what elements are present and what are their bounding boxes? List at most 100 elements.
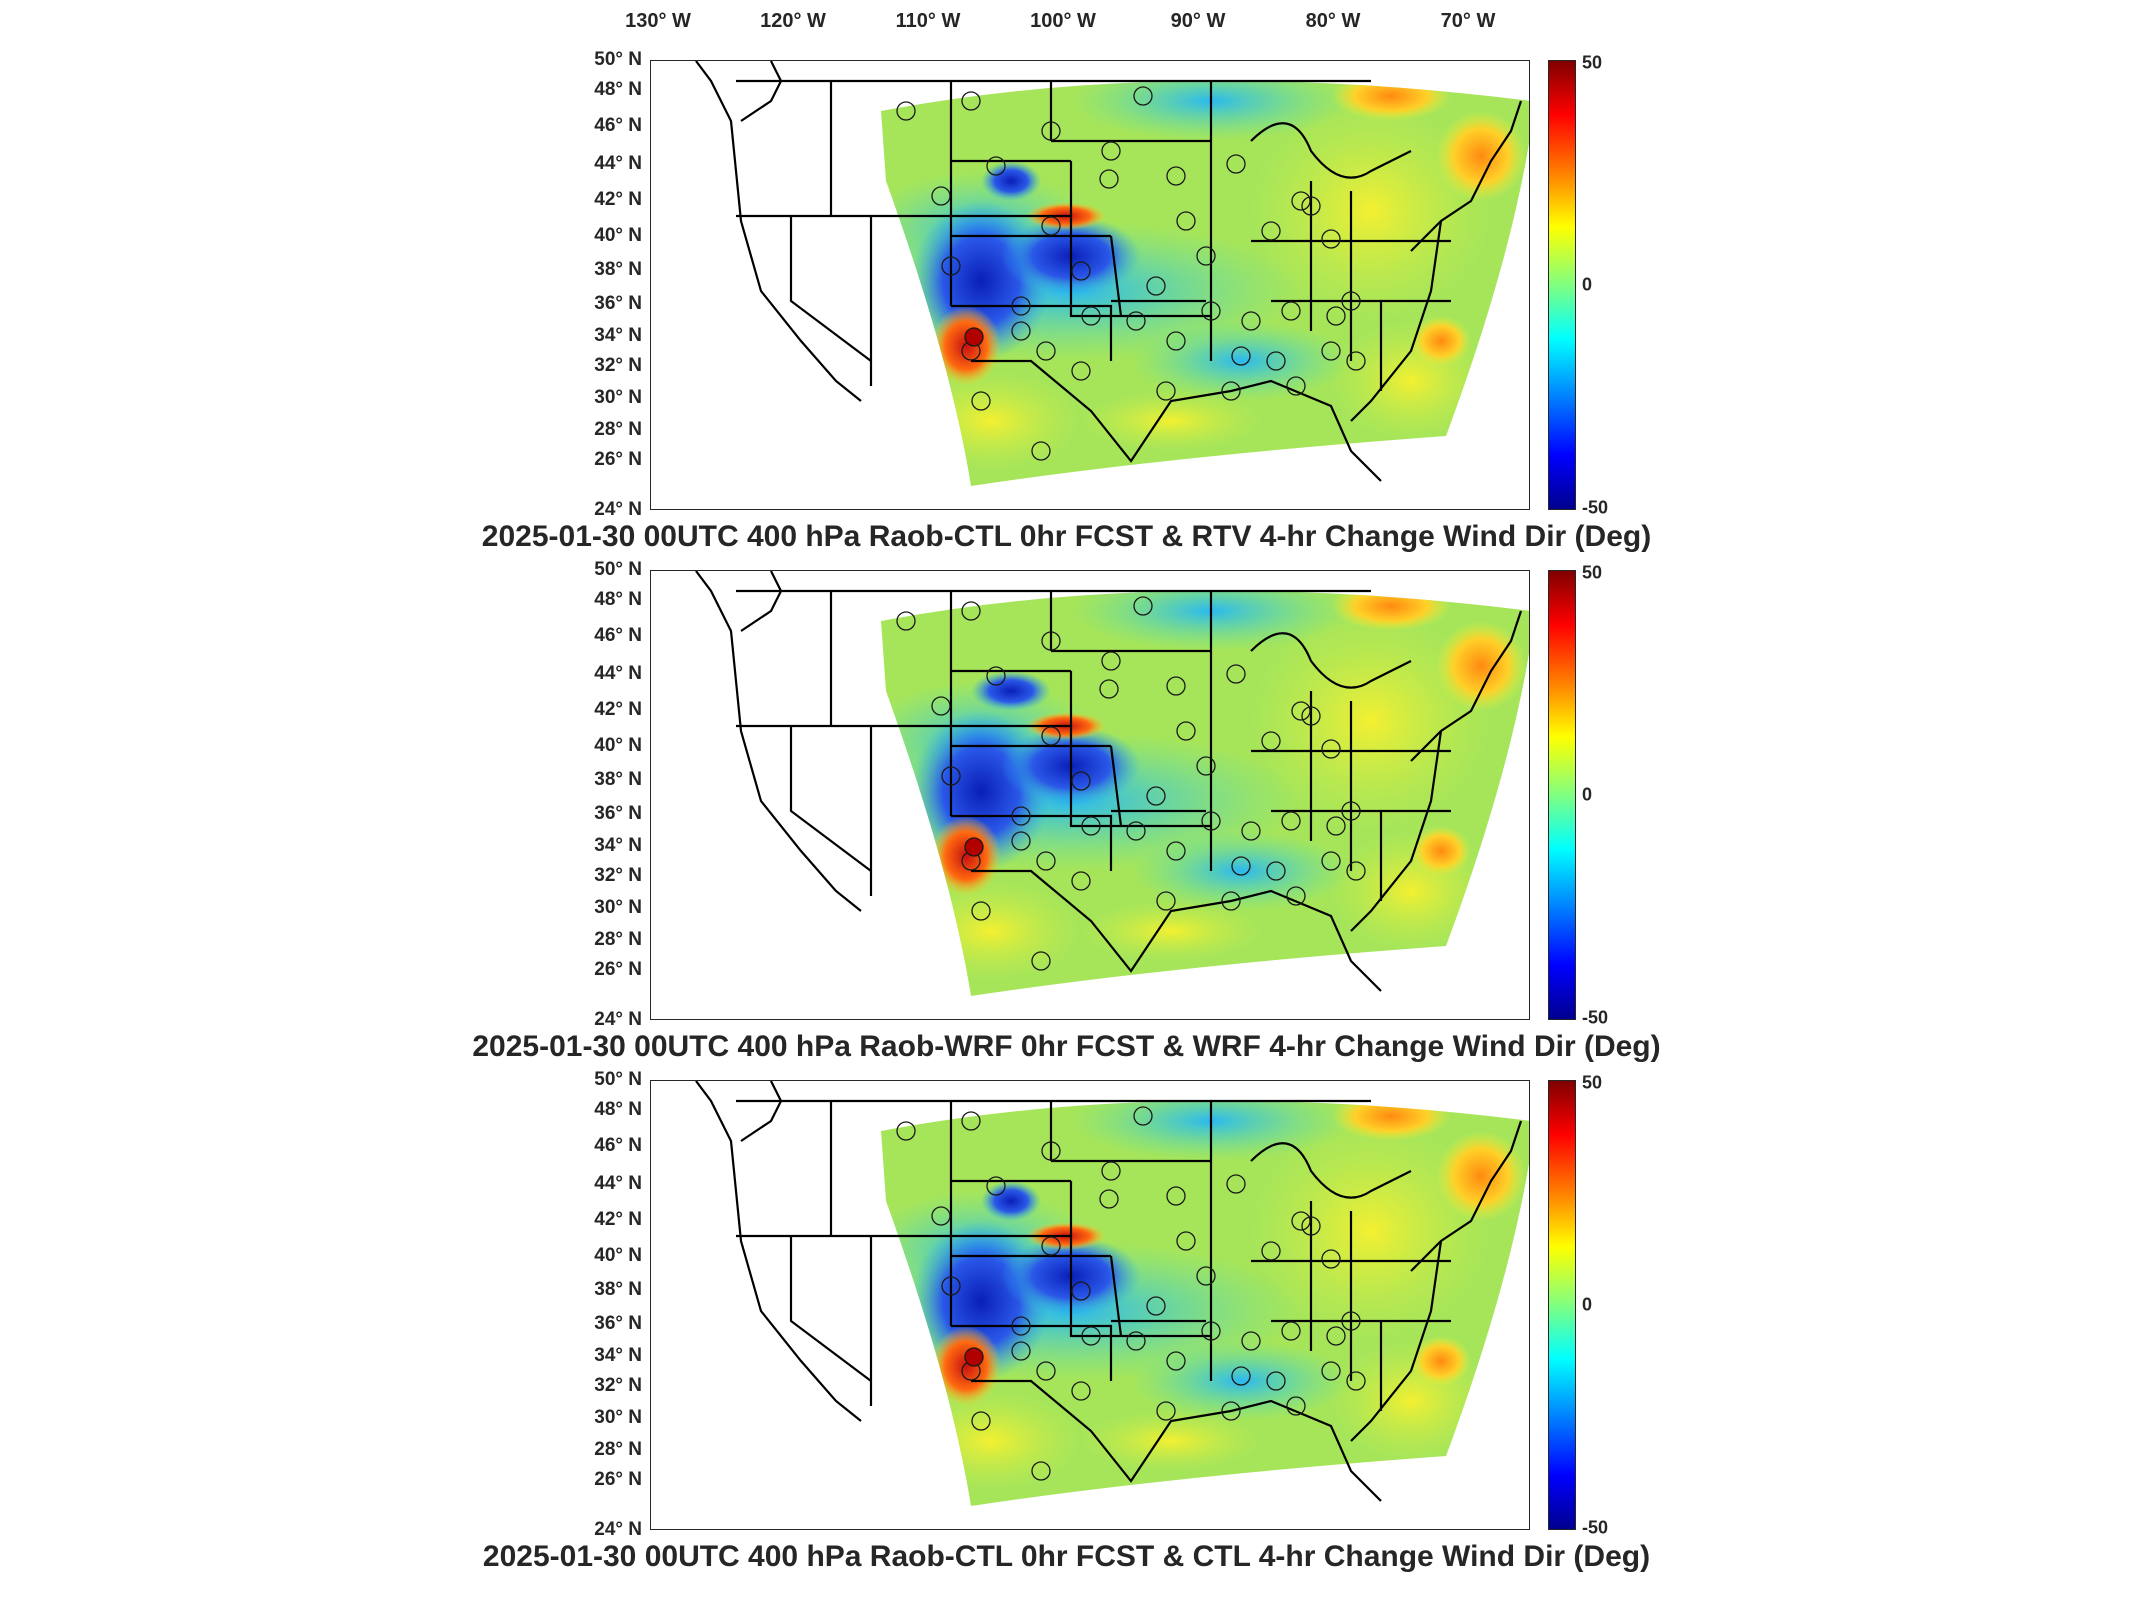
colorbar-mid-label: 0 [1582, 274, 1593, 295]
colorbar-max-label: 50 [1582, 52, 1603, 73]
colorbar-min-label: -50 [1582, 1007, 1609, 1028]
station-marker [1081, 1326, 1101, 1346]
lat-label: 48° N [594, 79, 642, 100]
station-marker [1201, 1321, 1221, 1341]
lat-label: 32° N [594, 865, 642, 886]
lat-label: 50° N [594, 1069, 642, 1090]
station-marker [941, 256, 961, 276]
station-marker [1041, 121, 1061, 141]
station-marker [1011, 1316, 1031, 1336]
station-marker [1126, 1331, 1146, 1351]
lat-label: 38° N [594, 1279, 642, 1300]
station-marker [1291, 1211, 1311, 1231]
lat-label: 42° N [594, 1209, 642, 1230]
station-marker [971, 391, 991, 411]
lat-label: 42° N [594, 699, 642, 720]
station-marker [1166, 166, 1186, 186]
latitude-axis: 50° N 48° N 46° N 44° N 42° N 40° N 38° N 36° N… [560, 559, 646, 1030]
station-marker [986, 1176, 1006, 1196]
station-marker [1196, 1266, 1216, 1286]
lat-label: 46° N [594, 1135, 642, 1156]
station-marker [1301, 196, 1321, 216]
station-marker [1221, 381, 1241, 401]
station-marker [1071, 261, 1091, 281]
wind-direction-field [881, 80, 1529, 486]
station-marker [931, 186, 951, 206]
station-marker [1326, 816, 1346, 836]
lat-label: 24° N [594, 499, 642, 520]
station-marker [1041, 1236, 1061, 1256]
lat-label: 26° N [594, 959, 642, 980]
lat-label: 48° N [594, 589, 642, 610]
station-marker [1266, 861, 1286, 881]
station-marker [1226, 664, 1246, 684]
station-marker [1241, 1331, 1261, 1351]
lat-label: 28° N [594, 1439, 642, 1460]
station-marker [1166, 331, 1186, 351]
lat-label: 44° N [594, 663, 642, 684]
station-marker [1126, 311, 1146, 331]
station-marker [1261, 1241, 1281, 1261]
station-marker [971, 901, 991, 921]
station-marker [931, 1206, 951, 1226]
station-marker [1041, 631, 1061, 651]
map-frame [650, 570, 1530, 1020]
lat-label: 38° N [594, 259, 642, 280]
lat-label: 34° N [594, 835, 642, 856]
station-marker [1099, 169, 1119, 189]
station-marker [1286, 1396, 1306, 1416]
station-marker [1231, 1366, 1251, 1386]
station-marker [1133, 596, 1153, 616]
lat-label: 42° N [594, 189, 642, 210]
panel-title: 2025-01-30 00UTC 400 hPa Raob-CTL 0hr FC… [481, 520, 1652, 553]
station-marker [1341, 291, 1361, 311]
station-marker [1011, 296, 1031, 316]
station-marker [1221, 1401, 1241, 1421]
lon-label: 110° W [895, 10, 961, 32]
station-marker [1156, 1401, 1176, 1421]
station-marker [961, 1111, 981, 1131]
station-marker [1241, 821, 1261, 841]
station-marker [1346, 351, 1366, 371]
station-marker [1156, 381, 1176, 401]
lat-label: 46° N [594, 115, 642, 136]
colorbar-max-label: 50 [1582, 562, 1603, 583]
station-marker [1346, 1371, 1366, 1391]
station-marker [1041, 726, 1061, 746]
map-frame [650, 1080, 1530, 1530]
station-marker [1166, 1186, 1186, 1206]
panel-title: 2025-01-30 00UTC 400 hPa Raob-WRF 0hr FC… [472, 1030, 1661, 1063]
lat-label: 44° N [594, 153, 642, 174]
lat-label: 50° N [594, 49, 642, 70]
station-marker [896, 1121, 916, 1141]
colorbar-mid-label: 0 [1582, 784, 1593, 805]
station-marker [1099, 679, 1119, 699]
political-boundaries [695, 571, 1523, 992]
station-marker [1166, 1351, 1186, 1371]
station-marker [1301, 706, 1321, 726]
colorbar-min-label: -50 [1582, 497, 1609, 518]
lat-label: 30° N [594, 387, 642, 408]
station-marker [1346, 861, 1366, 881]
station-marker [1036, 1361, 1056, 1381]
station-marker [1133, 1106, 1153, 1126]
station-marker [1196, 246, 1216, 266]
lat-label: 32° N [594, 355, 642, 376]
station-marker [1146, 1296, 1166, 1316]
station-marker [1341, 1311, 1361, 1331]
station-marker [961, 91, 981, 111]
lon-label: 90° W [1170, 10, 1226, 32]
lat-label: 34° N [594, 325, 642, 346]
station-marker [1101, 1161, 1121, 1181]
lon-label: 80° W [1305, 10, 1361, 32]
lat-label: 46° N [594, 625, 642, 646]
station-marker [986, 156, 1006, 176]
station-marker [1011, 806, 1031, 826]
station-marker [1201, 811, 1221, 831]
station-marker [1011, 831, 1031, 851]
station-marker [1286, 376, 1306, 396]
station-marker [1166, 841, 1186, 861]
station-marker [1101, 651, 1121, 671]
station-marker [896, 101, 916, 121]
station-marker [1041, 216, 1061, 236]
